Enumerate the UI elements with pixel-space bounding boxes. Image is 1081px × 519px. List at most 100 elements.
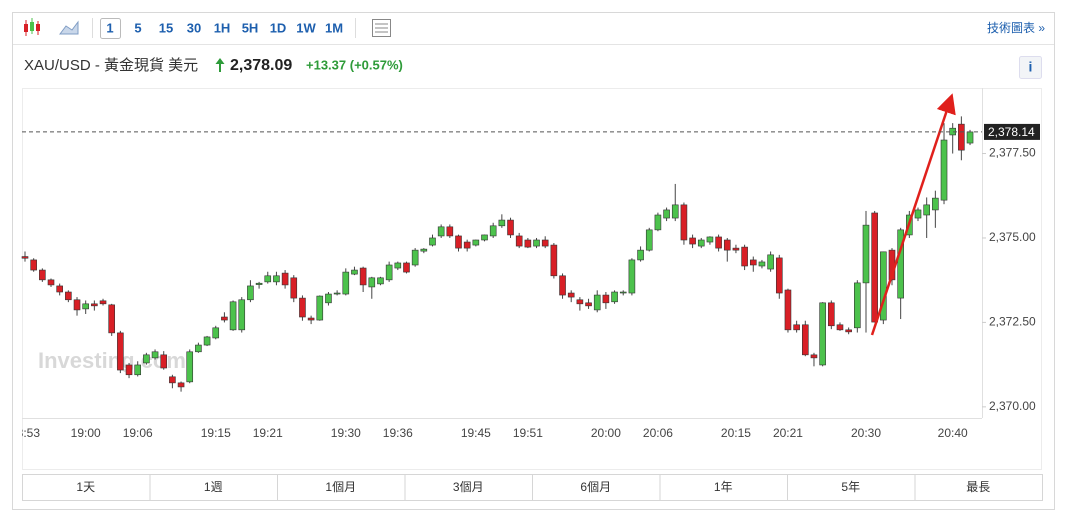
candle-body xyxy=(732,247,740,251)
candle-body xyxy=(749,259,757,266)
candle-body xyxy=(325,293,332,304)
candle-body xyxy=(108,304,115,334)
technical-chart-link[interactable]: 技術圖表 » xyxy=(987,21,1045,35)
period-button[interactable]: 1週 xyxy=(204,480,223,494)
candle-body xyxy=(56,285,63,293)
candle-body xyxy=(351,269,358,275)
candle-body xyxy=(923,204,930,216)
x-tick-label: 20:40 xyxy=(938,426,968,440)
candle-body xyxy=(333,292,341,295)
x-tick-label: 19:30 xyxy=(331,426,361,440)
candle-body xyxy=(195,344,202,353)
candle-body xyxy=(117,332,124,371)
interval-button[interactable]: 5H xyxy=(242,20,259,35)
candle-body xyxy=(940,139,948,201)
selected-interval xyxy=(100,18,121,39)
candle-body xyxy=(21,256,29,259)
candle-body xyxy=(897,229,904,299)
candle-body xyxy=(663,209,670,219)
x-tick-label: 20:00 xyxy=(591,426,621,440)
candle-body xyxy=(498,219,506,227)
period-button[interactable]: 6個月 xyxy=(580,480,611,494)
candle-body xyxy=(784,289,792,331)
candle-body xyxy=(671,204,679,219)
instrument-name: XAU/USD - 黃金現貨 美元 xyxy=(24,57,198,74)
candle-body xyxy=(73,299,81,311)
table-icon[interactable] xyxy=(372,19,391,37)
interval-button[interactable]: 1H xyxy=(214,20,231,35)
area-icon[interactable] xyxy=(59,20,79,35)
candle-body xyxy=(203,336,211,346)
candle-body xyxy=(550,244,558,277)
candle-body xyxy=(775,257,783,294)
candle-body xyxy=(819,302,826,366)
candle-body xyxy=(437,226,445,237)
candle-body xyxy=(689,237,696,245)
period-button[interactable]: 1天 xyxy=(76,480,95,494)
info-button[interactable] xyxy=(1019,56,1042,79)
candle-body xyxy=(559,275,566,296)
candle-body xyxy=(39,269,46,281)
candle-body xyxy=(229,301,237,331)
candle-body xyxy=(377,277,384,285)
candle-body xyxy=(359,267,367,286)
candle-body xyxy=(299,297,306,318)
candle-body xyxy=(932,197,939,211)
candle-body xyxy=(541,239,549,247)
period-button[interactable]: 1年 xyxy=(714,480,733,494)
candle-body xyxy=(958,123,965,151)
candle-body xyxy=(533,239,540,247)
interval-button[interactable]: 1W xyxy=(296,20,316,35)
info-label[interactable]: i xyxy=(1029,59,1033,75)
candle-body xyxy=(420,248,428,252)
x-tick-label: 19:00 xyxy=(71,426,101,440)
y-tick-label: 2,377.50 xyxy=(989,146,1036,160)
candle-body xyxy=(680,204,688,241)
candle-body xyxy=(602,294,610,304)
candle-body xyxy=(793,324,800,331)
candle-icon[interactable] xyxy=(24,18,40,36)
interval-button[interactable]: 30 xyxy=(187,20,201,35)
candle-body xyxy=(143,354,150,364)
candle-body xyxy=(273,275,280,283)
candle-body xyxy=(316,295,324,321)
x-tick-label: 19:21 xyxy=(253,426,283,440)
x-tick-label: 19:15 xyxy=(201,426,231,440)
x-tick-label: 20:06 xyxy=(643,426,673,440)
x-tick-label: 18:53 xyxy=(10,426,40,440)
y-tick-label: 2,370.00 xyxy=(989,399,1036,413)
interval-button[interactable]: 1 xyxy=(106,20,113,35)
interval-button[interactable]: 1D xyxy=(270,20,287,35)
y-tick-label: 2,375.00 xyxy=(989,230,1036,244)
candle-body xyxy=(654,214,662,231)
candle-body xyxy=(221,316,228,321)
candle-body xyxy=(151,351,159,359)
x-tick-label: 19:36 xyxy=(383,426,413,440)
period-button[interactable]: 1個月 xyxy=(325,480,356,494)
interval-button[interactable]: 15 xyxy=(159,20,173,35)
candle-body xyxy=(645,229,653,251)
interval-button[interactable]: 5 xyxy=(134,20,141,35)
candle-body xyxy=(385,264,393,281)
candle-body xyxy=(593,294,601,311)
candle-body xyxy=(767,254,774,270)
candle-body xyxy=(403,262,410,273)
candle-body xyxy=(99,300,107,305)
chart-panel xyxy=(22,88,1042,470)
candle-body xyxy=(160,354,168,369)
candle-body xyxy=(446,226,454,237)
candle-body xyxy=(706,236,714,243)
period-button[interactable]: 5年 xyxy=(841,480,860,494)
candle-body xyxy=(255,282,263,285)
period-button[interactable]: 最長 xyxy=(966,480,990,494)
interval-button[interactable]: 1M xyxy=(325,20,343,35)
candle-body xyxy=(585,302,592,307)
x-tick-label: 19:51 xyxy=(513,426,543,440)
candle-body xyxy=(567,292,575,298)
candle-body xyxy=(810,354,818,359)
price-change: +13.37 (+0.57%) xyxy=(306,57,403,72)
candle-body xyxy=(65,291,72,301)
period-button[interactable]: 3個月 xyxy=(453,480,484,494)
candle-body xyxy=(368,277,376,288)
